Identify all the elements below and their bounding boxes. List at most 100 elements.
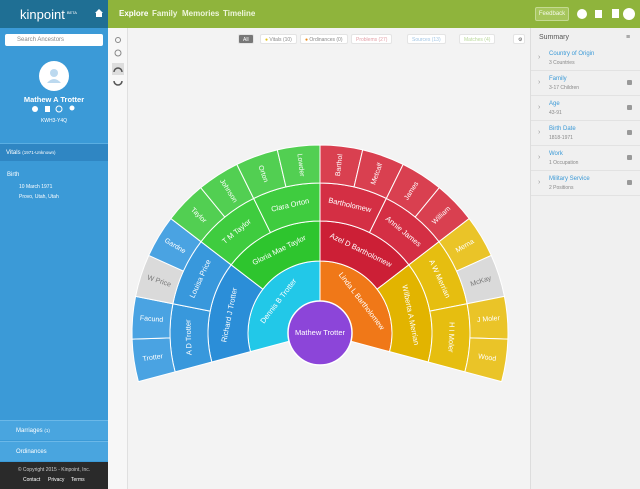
ordinances-row[interactable]: Ordinances	[0, 441, 108, 461]
view-icon[interactable]	[113, 67, 123, 73]
summary-label: Work	[549, 151, 563, 157]
summary-label: Family	[549, 76, 567, 82]
view-icon[interactable]	[115, 37, 121, 43]
avatar	[39, 61, 69, 91]
birth-place: Provo, Utah, Utah	[19, 194, 59, 200]
filter-label: Vitals (10)	[269, 37, 292, 43]
marriages-label: Marriages	[16, 428, 43, 434]
fan-chart: Dennis B Trotter Linda L BartholomewRicha…	[131, 144, 509, 383]
header-icons	[577, 8, 635, 20]
summary-item[interactable]: › Military Service 2 Positions	[531, 171, 640, 196]
birth-label: Birth	[7, 172, 20, 178]
beta-badge: BETA	[66, 9, 77, 15]
ancestor-name: Facund	[140, 315, 164, 324]
view-toolbar	[108, 28, 128, 489]
ancestor-name: H I Moler	[446, 322, 456, 353]
filter-label: Matches (4)	[464, 37, 491, 43]
root-person[interactable]	[287, 300, 353, 366]
ancestor-name: J Moler	[477, 315, 501, 324]
summary-item[interactable]: › Age 43-91	[531, 96, 640, 121]
chevron: ›	[538, 179, 541, 186]
marriages-count: (1)	[44, 428, 50, 433]
summary-detail: 3 Countries	[549, 60, 575, 66]
summary-detail: 2 Positions	[549, 185, 574, 191]
person-name: Mathew A Trotter	[23, 95, 85, 104]
vitals-label: Vitals	[6, 150, 21, 156]
nav-memories[interactable]: Memories	[182, 9, 220, 18]
ancestor-name: Wood	[478, 353, 497, 363]
birth-date: 10 March 1971	[19, 184, 53, 190]
ancestor-name: A D Trotter	[183, 319, 193, 356]
footer: © Copyright 2015 - Kinpoint, Inc. Contac…	[0, 462, 108, 489]
summary-item[interactable]: › Country of Origin 3 Countries	[531, 46, 640, 71]
person-id: KWH3-Y4Q	[40, 118, 68, 124]
view-icons	[112, 37, 124, 86]
summary-item[interactable]: › Work 1 Occupation	[531, 146, 640, 171]
ordinances-label: Ordinances	[16, 449, 47, 455]
filter-label: Problems (27)	[356, 37, 388, 43]
view-icon[interactable]	[114, 49, 122, 57]
view-icon[interactable]	[113, 80, 123, 86]
summary-label: Country of Origin	[549, 51, 595, 57]
sidebar: Search Ancestors Mathew A Trotter KWH3-Y…	[0, 28, 108, 489]
summary-label: Military Service	[549, 176, 590, 182]
nav-explore[interactable]: Explore	[119, 9, 149, 18]
chevron: ›	[538, 79, 541, 86]
vitals-range: (1971-Unknown)	[22, 150, 56, 155]
link-terms[interactable]: Terms	[71, 477, 85, 483]
home-icon[interactable]	[94, 8, 104, 18]
ancestor-name: Barthol	[335, 153, 345, 176]
search-placeholder: Search Ancestors	[17, 37, 65, 43]
lock-icon	[627, 80, 632, 85]
notes-icon[interactable]	[612, 9, 619, 18]
filter-label: Sources (13)	[412, 37, 441, 43]
filter-all[interactable]: All	[238, 34, 254, 44]
feedback-button[interactable]: Feedback	[535, 7, 569, 21]
summary-detail: 1 Occupation	[549, 160, 579, 166]
summary-title: Summary	[539, 34, 569, 41]
filter-matches[interactable]: Matches (4)	[459, 34, 496, 44]
summary-label: Age	[549, 101, 560, 107]
filter-label: All	[243, 37, 249, 43]
lock-icon	[627, 155, 632, 160]
account-icon[interactable]	[623, 8, 635, 20]
root-name: Mathew Trotter	[295, 328, 346, 337]
person-actions	[32, 105, 75, 113]
summary-label: Birth Date	[549, 126, 576, 132]
logo-text: kinpoint	[20, 7, 65, 22]
nav-family[interactable]: Family	[152, 9, 178, 18]
summary-detail: 1818-1971	[549, 135, 573, 141]
filter-sources[interactable]: Sources (13)	[407, 34, 446, 44]
ancestor-name: Lowder	[296, 153, 306, 177]
search-box[interactable]: Search Ancestors	[5, 34, 103, 46]
filter-problems[interactable]: Problems (27)	[351, 34, 393, 44]
summary-detail: 43-91	[549, 110, 562, 116]
marriages-row[interactable]: Marriages (1)	[0, 420, 108, 440]
filter-label: Ordinances (0)	[309, 37, 343, 43]
summary-item[interactable]: › Family 3-17 Children	[531, 71, 640, 96]
summary-item[interactable]: › Birth Date 1818-1971	[531, 121, 640, 146]
chevron: ›	[538, 154, 541, 161]
nav-timeline[interactable]: Timeline	[223, 9, 256, 18]
summary-menu[interactable]: ≡	[626, 34, 631, 41]
filter-vitals[interactable]: ● Vitals (10)	[260, 34, 297, 44]
filter-ordinances[interactable]: ● Ordinances (0)	[300, 34, 348, 44]
ancestor-sector[interactable]	[464, 337, 509, 383]
link-privacy[interactable]: Privacy	[48, 477, 65, 483]
link-contact[interactable]: Contact	[23, 477, 41, 483]
help-icon[interactable]	[577, 9, 587, 19]
chevron: ›	[538, 104, 541, 111]
lock-icon	[627, 180, 632, 185]
summary-detail: 3-17 Children	[549, 85, 580, 91]
settings-button[interactable]: ⚙	[513, 34, 525, 44]
chevron: ›	[538, 129, 541, 136]
lock-icon	[627, 130, 632, 135]
summary-panel: Summary ≡ › Country of Origin 3 Countries ›…	[530, 28, 640, 489]
logo[interactable]: kinpoint BETA	[0, 0, 108, 28]
chevron: ›	[538, 54, 541, 61]
copyright: © Copyright 2015 - Kinpoint, Inc.	[17, 467, 91, 473]
docs-icon[interactable]	[595, 10, 602, 18]
vitals-header[interactable]: Vitals (1971-Unknown)	[0, 143, 108, 161]
ancestor-name: Trotter	[142, 353, 164, 363]
